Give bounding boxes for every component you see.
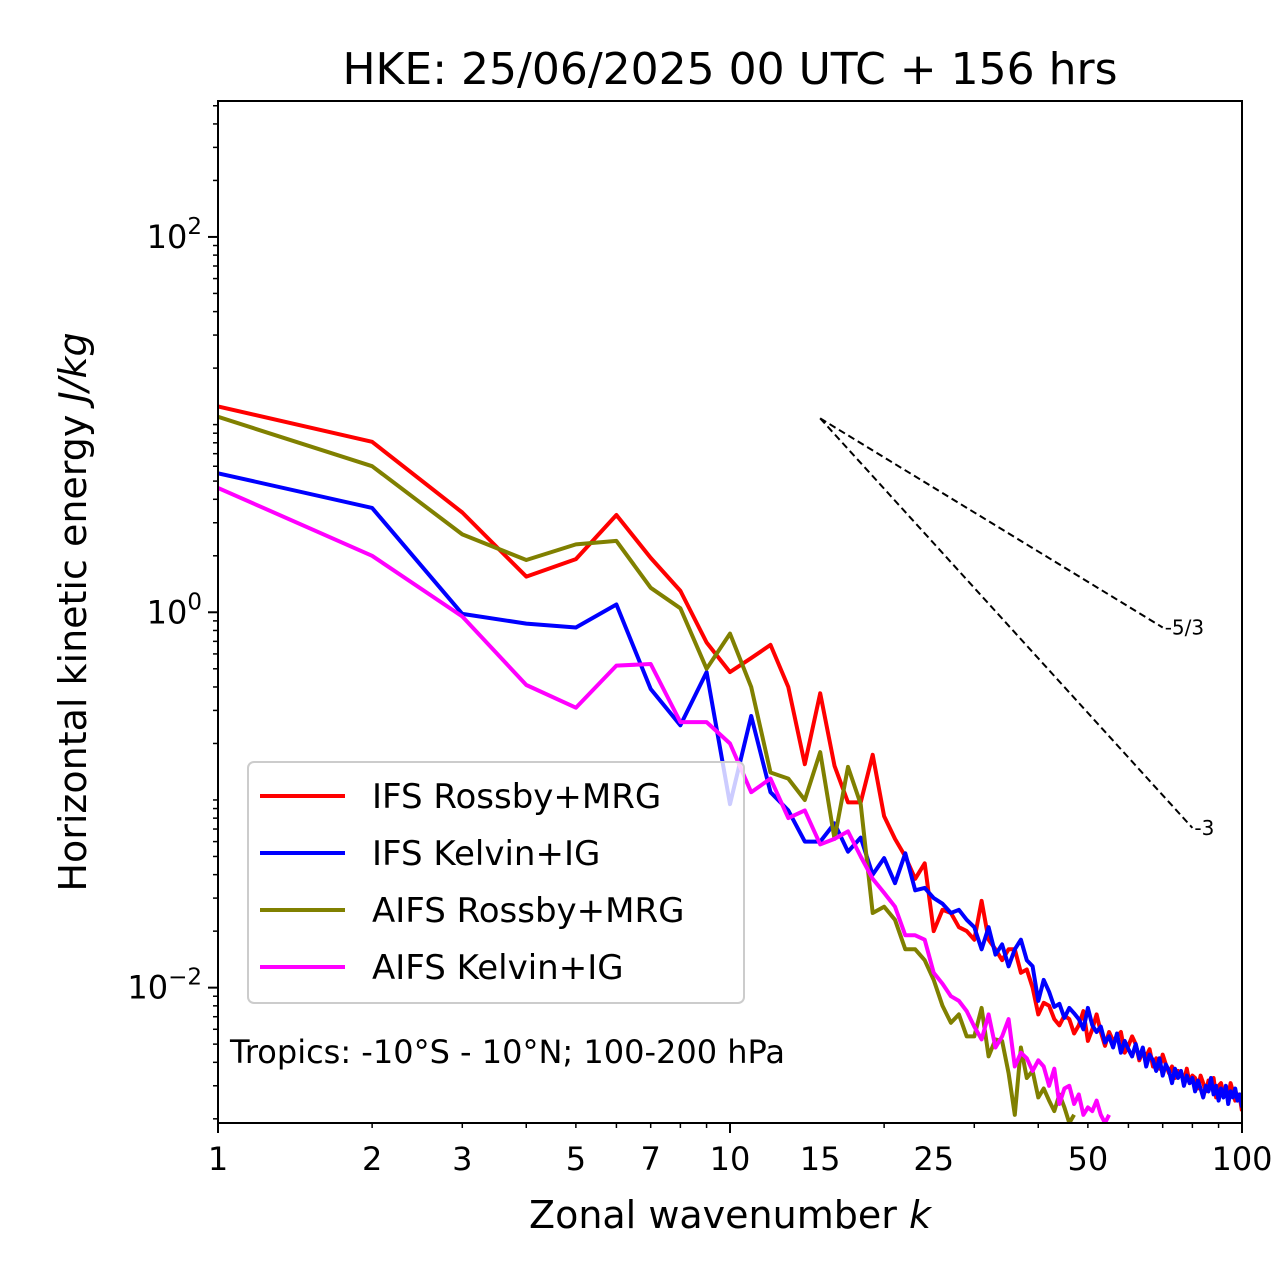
y-tick-label: 102 xyxy=(147,214,202,256)
y-axis-label-text: Horizontal kinetic energy xyxy=(51,415,95,892)
y-axis-label: Horizontal kinetic energy J/kg xyxy=(51,332,95,891)
series-layer xyxy=(218,404,1242,1123)
x-axis: 1 2 3 5 7 10 15 25 50 100 xyxy=(208,1123,1273,1178)
x-tick-label: 25 xyxy=(913,1140,954,1178)
reference-line-label-1: -3 xyxy=(1194,816,1214,840)
legend-label-2: AIFS Rossby+MRG xyxy=(372,891,684,931)
reference-lines xyxy=(819,417,1194,829)
legend-box xyxy=(247,761,745,1004)
x-tick-label: 3 xyxy=(452,1140,472,1178)
x-tick-label: 2 xyxy=(362,1140,382,1178)
x-tick-label: 7 xyxy=(641,1140,661,1178)
x-axis-label-symbol: k xyxy=(909,1193,933,1237)
legend-label-1: IFS Kelvin+IG xyxy=(372,834,600,874)
x-axis-label: Zonal wavenumber k xyxy=(529,1193,933,1237)
x-tick-label: 5 xyxy=(566,1140,586,1178)
region-annotation: Tropics: -10°S - 10°N; 100-200 hPa xyxy=(229,1033,785,1071)
chart-title: HKE: 25/06/2025 00 UTC + 156 hrs xyxy=(342,44,1117,95)
legend: IFS Rossby+MRG IFS Kelvin+IG AIFS Rossby+M… xyxy=(247,761,745,1004)
x-tick-label: 1 xyxy=(208,1140,228,1178)
reference-line-labels: -5/3 -3 xyxy=(1165,615,1215,839)
series-line-2 xyxy=(218,414,1076,1123)
x-tick-label: 100 xyxy=(1211,1140,1272,1178)
x-tick-label: 50 xyxy=(1068,1140,1109,1178)
x-tick-label: 10 xyxy=(710,1140,751,1178)
y-axis: 102 100 10−2 xyxy=(127,104,218,1120)
legend-label-0: IFS Rossby+MRG xyxy=(372,777,661,817)
reference-line-0 xyxy=(819,417,1164,629)
reference-line-1 xyxy=(819,417,1194,829)
reference-line-label-0: -5/3 xyxy=(1165,615,1204,639)
series-line-0 xyxy=(218,404,1242,1112)
x-tick-label: 15 xyxy=(800,1140,841,1178)
x-axis-label-text: Zonal wavenumber xyxy=(529,1193,897,1237)
legend-label-3: AIFS Kelvin+IG xyxy=(372,948,624,988)
series-line-3 xyxy=(218,486,1111,1123)
y-tick-label: 100 xyxy=(147,589,202,631)
y-tick-label: 10−2 xyxy=(127,965,202,1007)
y-axis-label-unit: J/kg xyxy=(51,332,95,409)
